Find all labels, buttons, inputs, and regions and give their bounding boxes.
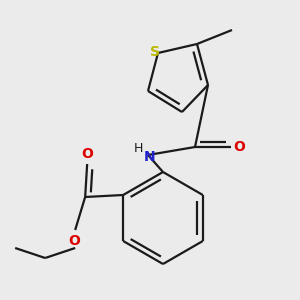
- Text: O: O: [233, 140, 245, 154]
- Text: S: S: [150, 45, 160, 59]
- Text: O: O: [68, 234, 80, 248]
- Text: N: N: [144, 150, 156, 164]
- Text: O: O: [81, 147, 93, 161]
- Text: H: H: [133, 142, 143, 154]
